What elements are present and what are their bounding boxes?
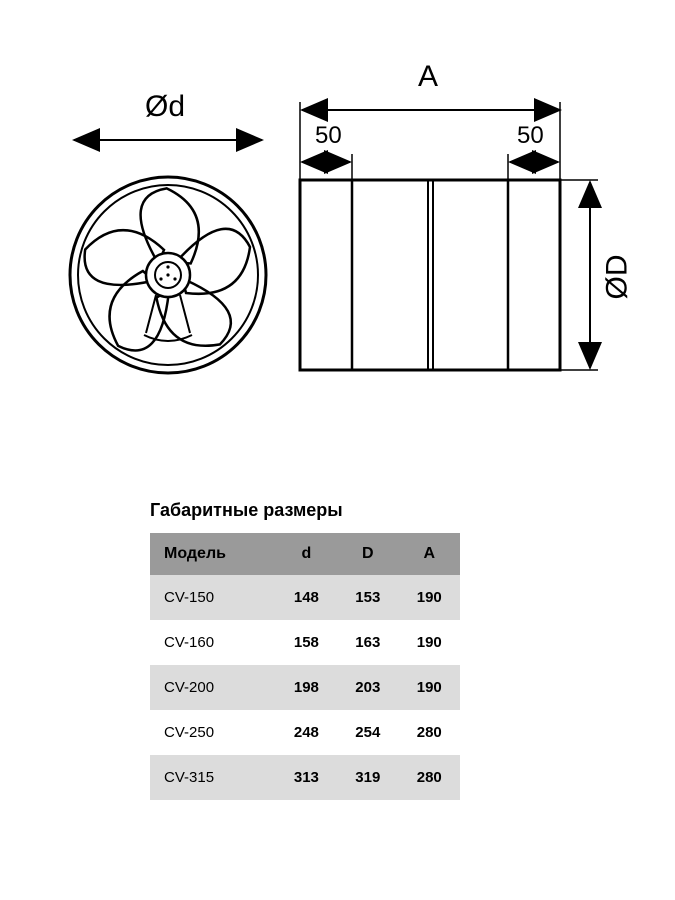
- cell-val: 190: [399, 620, 460, 665]
- table-header-row: Модель d D A: [150, 533, 460, 575]
- cell-val: 198: [276, 665, 337, 710]
- table-row: CV-250 248 254 280: [150, 710, 460, 755]
- cell-val: 313: [276, 755, 337, 800]
- cell-model: CV-250: [150, 710, 276, 755]
- cell-model: CV-150: [150, 575, 276, 620]
- cell-val: 280: [399, 755, 460, 800]
- cell-val: 158: [276, 620, 337, 665]
- cell-model: CV-200: [150, 665, 276, 710]
- dimensions-table: Модель d D A CV-150 148 153 190 CV-160 1…: [150, 533, 460, 800]
- front-view: [70, 177, 266, 373]
- cell-val: 203: [337, 665, 398, 710]
- cell-val: 163: [337, 620, 398, 665]
- side-view: [300, 180, 560, 370]
- cell-val: 319: [337, 755, 398, 800]
- cell-model: CV-315: [150, 755, 276, 800]
- table-row: CV-160 158 163 190: [150, 620, 460, 665]
- table-row: CV-200 198 203 190: [150, 665, 460, 710]
- col-D: D: [337, 533, 398, 575]
- col-A: A: [399, 533, 460, 575]
- table-row: CV-150 148 153 190: [150, 575, 460, 620]
- cell-val: 254: [337, 710, 398, 755]
- cell-val: 153: [337, 575, 398, 620]
- dimensions-table-area: Габаритные размеры Модель d D A CV-150 1…: [150, 500, 460, 800]
- cell-val: 280: [399, 710, 460, 755]
- cell-model: CV-160: [150, 620, 276, 665]
- cell-val: 190: [399, 665, 460, 710]
- cell-val: 190: [399, 575, 460, 620]
- diagram-svg: [0, 80, 675, 460]
- diagram-area: Ød A ØD 50 50: [0, 80, 675, 440]
- cell-val: 248: [276, 710, 337, 755]
- table-title: Габаритные размеры: [150, 500, 460, 521]
- col-model: Модель: [150, 533, 276, 575]
- table-row: CV-315 313 319 280: [150, 755, 460, 800]
- cell-val: 148: [276, 575, 337, 620]
- col-d: d: [276, 533, 337, 575]
